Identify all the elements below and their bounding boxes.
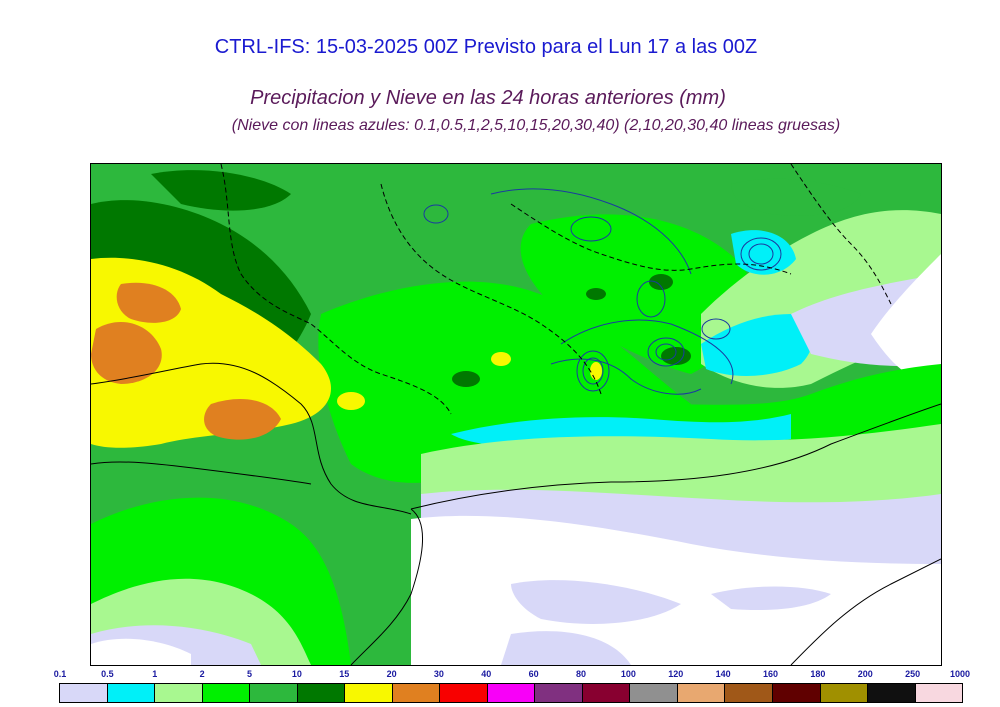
- fill-darkgreen-top: [151, 170, 291, 211]
- legend-swatch: [107, 684, 156, 702]
- snow-contours: [423, 188, 782, 395]
- legend-swatch: [820, 684, 869, 702]
- legend-swatch: [772, 684, 821, 702]
- legend-swatch: [487, 684, 536, 702]
- legend-swatch: [250, 684, 298, 702]
- legend-swatch: [868, 684, 916, 702]
- legend-swatch: [392, 684, 441, 702]
- legend-label: 80: [576, 669, 587, 679]
- legend-label: 15: [339, 669, 350, 679]
- fill-yellow-spot-3: [590, 362, 602, 380]
- fill-yellow-spot-1: [337, 392, 365, 410]
- fill-darkgreen-spot-1: [452, 371, 480, 387]
- legend-swatch: [582, 684, 631, 702]
- legend-swatch: [440, 684, 488, 702]
- legend-swatch: [345, 684, 393, 702]
- legend-swatch: [915, 684, 963, 702]
- legend-swatch: [535, 684, 583, 702]
- sea-ne: [871, 254, 941, 384]
- legend-swatch: [725, 684, 773, 702]
- map-title: CTRL-IFS: 15-03-2025 00Z Previsto para e…: [214, 36, 758, 58]
- legend-labels: 0.1 0.5 1 2 5 10 15 20 30 40 60 80 100 120 140 160 180 20…: [0, 669, 1000, 681]
- fill-orange-3: [204, 399, 281, 440]
- sea-sw: [91, 638, 191, 665]
- legend-swatch: [677, 684, 726, 702]
- legend-label: 0.1: [53, 669, 67, 679]
- legend-label: 5: [246, 669, 252, 679]
- legend-swatch: [630, 684, 678, 702]
- fill-cyan-ne-2: [731, 230, 796, 275]
- legend-label: 100: [620, 669, 636, 679]
- legend-label: 1000: [949, 669, 971, 679]
- legend-label: 20: [386, 669, 397, 679]
- legend-label: 30: [433, 669, 444, 679]
- legend-swatch: [155, 684, 203, 702]
- legend-label: 1: [152, 669, 158, 679]
- fill-darkgreen-spot-2: [586, 288, 606, 300]
- legend-label: 180: [810, 669, 826, 679]
- fill-lavender-sea-1: [511, 580, 681, 624]
- legend-color-bar: [59, 683, 963, 703]
- precipitation-map: [90, 163, 942, 666]
- fill-orange-1: [91, 321, 162, 384]
- coastlines: [91, 362, 941, 665]
- fill-yellow-spot-2: [491, 352, 511, 366]
- fill-lavender-south: [421, 489, 941, 569]
- legend-swatch: [297, 684, 346, 702]
- legend-label: 40: [481, 669, 492, 679]
- fill-midgreen-ne: [731, 178, 861, 216]
- legend-label: 200: [857, 669, 873, 679]
- map-subtitle: Precipitacion y Nieve en las 24 horas an…: [250, 87, 726, 109]
- legend-label: 10: [291, 669, 302, 679]
- legend-label: 160: [763, 669, 779, 679]
- legend-label: 0.5: [101, 669, 114, 679]
- legend-label: 250: [905, 669, 921, 679]
- legend-label: 120: [668, 669, 684, 679]
- country-borders: [220, 164, 892, 415]
- fill-darkgreen-spot-3: [649, 274, 673, 290]
- legend-swatch: [202, 684, 251, 702]
- legend-label: 140: [715, 669, 731, 679]
- legend-label: 60: [528, 669, 539, 679]
- precipitation-field: [91, 164, 941, 665]
- fill-orange-2: [116, 282, 181, 323]
- legend-swatch: [60, 684, 108, 702]
- fill-lavender-sea-3: [501, 631, 631, 665]
- snow-contour-note: (Nieve con lineas azules: 0.1,0.5,1,2,5,…: [231, 117, 841, 134]
- legend-label: 2: [199, 669, 205, 679]
- sea-south: [411, 515, 941, 665]
- fill-lavender-sea-2: [711, 586, 831, 611]
